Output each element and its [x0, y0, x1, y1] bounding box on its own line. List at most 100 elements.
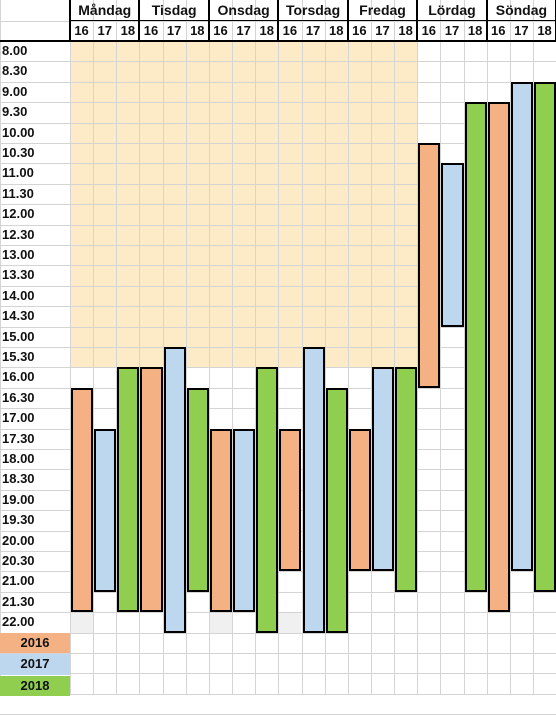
opening-hours-bar-söndag-17 — [510, 81, 533, 572]
time-label: 12.00 — [2, 206, 35, 222]
time-label: 20.30 — [2, 553, 35, 568]
time-label: 14.00 — [2, 287, 35, 303]
gridline-horizontal — [0, 673, 556, 675]
day-header: Lördag — [428, 2, 476, 18]
gridline-horizontal — [0, 224, 556, 226]
time-label: 20.00 — [2, 532, 35, 548]
gridline-horizontal — [0, 265, 556, 267]
year-subheader: 18 — [120, 23, 136, 38]
time-label: 18.30 — [2, 471, 35, 487]
year-subheader: 18 — [398, 23, 413, 38]
time-label: 17.30 — [2, 430, 35, 446]
opening-hours-bar-fredag-17 — [371, 367, 395, 572]
opening-hours-bar-onsdag-16 — [209, 428, 233, 613]
opening-hours-bar-lördag-16 — [418, 143, 441, 388]
gridline-horizontal — [0, 204, 556, 206]
time-label: 16.00 — [2, 369, 35, 385]
year-subheader: 16 — [421, 23, 437, 38]
day-header: Onsdag — [217, 2, 270, 18]
year-subheader: 17 — [166, 23, 182, 38]
opening-hours-bar-tisdag-18 — [186, 387, 209, 592]
year-subheader: 18 — [467, 23, 483, 38]
time-label: 14.30 — [2, 308, 35, 324]
legend-label: 2016 — [20, 635, 50, 650]
gridline-horizontal — [0, 143, 556, 144]
opening-hours-bar-måndag-16 — [71, 387, 94, 613]
legend-label: 2017 — [20, 656, 50, 672]
time-label: 11.00 — [2, 165, 34, 181]
year-subheader: 18 — [190, 23, 205, 38]
time-label: 21.00 — [2, 573, 35, 589]
time-label: 17.00 — [2, 410, 35, 426]
time-label: 15.30 — [2, 349, 35, 364]
time-label: 13.00 — [2, 247, 35, 262]
year-subheader: 16 — [491, 23, 506, 38]
opening-hours-bar-tisdag-17 — [163, 347, 186, 633]
legend-swatch — [0, 654, 70, 675]
opening-hours-bar-onsdag-18 — [256, 367, 279, 633]
day-header: Måndag — [78, 2, 132, 18]
opening-hours-bar-lördag-18 — [464, 102, 487, 592]
year-subheader: 16 — [213, 23, 228, 38]
time-label: 13.30 — [2, 267, 35, 283]
year-subheader: 17 — [305, 23, 321, 38]
legend-swatch — [0, 675, 70, 697]
time-label: 12.30 — [2, 226, 35, 242]
opening-hours-bar-fredag-18 — [395, 367, 418, 592]
year-subheader: 16 — [74, 23, 89, 38]
day-header: Tisdag — [151, 2, 197, 18]
year-subheader: 18 — [537, 23, 552, 38]
year-subheader: 17 — [375, 23, 390, 38]
year-subheader: 18 — [259, 23, 274, 38]
opening-hours-bar-söndag-18 — [534, 81, 556, 592]
gridline-horizontal — [0, 326, 556, 328]
gridline-horizontal — [0, 81, 556, 83]
gridline-horizontal — [0, 183, 556, 185]
day-header: Torsdag — [285, 2, 341, 18]
time-label: 19.00 — [2, 491, 35, 507]
time-label: 8.30 — [2, 63, 28, 79]
opening-hours-bar-torsdag-16 — [279, 428, 302, 572]
light-cell — [208, 612, 233, 633]
gridline-horizontal — [0, 285, 556, 287]
time-label: 8.00 — [2, 43, 28, 58]
gridline-horizontal — [0, 61, 556, 63]
opening-hours-bar-måndag-17 — [94, 428, 117, 592]
opening-hours-bar-tisdag-16 — [140, 367, 163, 613]
opening-hours-bar-söndag-16 — [487, 102, 510, 613]
gridline-horizontal — [0, 122, 556, 124]
opening-hours-bar-torsdag-17 — [302, 347, 325, 633]
time-label: 22.00 — [2, 614, 35, 630]
year-subheader: 17 — [97, 23, 112, 38]
gridline-horizontal — [0, 102, 556, 104]
header-bottom-border — [0, 40, 556, 42]
day-header: Fredag — [359, 2, 406, 18]
time-label: 9.30 — [2, 104, 28, 120]
year-subheader: 17 — [444, 23, 460, 38]
light-cell — [70, 612, 94, 633]
year-subheader: 18 — [328, 23, 344, 38]
gridline-horizontal — [0, 347, 556, 348]
year-subheader: 16 — [352, 23, 367, 38]
opening-hours-bar-lördag-17 — [441, 163, 464, 327]
header-mid-border — [70, 20, 556, 21]
time-label: 10.00 — [2, 124, 35, 140]
opening-hours-bar-torsdag-18 — [325, 387, 348, 633]
time-label: 19.30 — [2, 512, 35, 528]
opening-hours-bar-onsdag-17 — [233, 428, 256, 613]
opening-hours-bar-fredag-16 — [348, 428, 371, 572]
time-label: 16.30 — [2, 389, 35, 405]
gridline-horizontal — [0, 632, 556, 634]
year-subheader: 17 — [514, 23, 529, 38]
time-label: 18.00 — [2, 451, 35, 466]
time-label: 11.30 — [2, 185, 34, 201]
gridline-horizontal — [0, 245, 556, 246]
year-subheader: 16 — [143, 23, 159, 38]
gridline-horizontal — [0, 653, 556, 654]
time-label: 21.30 — [2, 593, 35, 609]
legend-label: 2018 — [20, 677, 50, 693]
year-subheader: 16 — [282, 23, 298, 38]
time-label: 15.00 — [2, 328, 35, 344]
gridline-horizontal — [0, 306, 556, 308]
